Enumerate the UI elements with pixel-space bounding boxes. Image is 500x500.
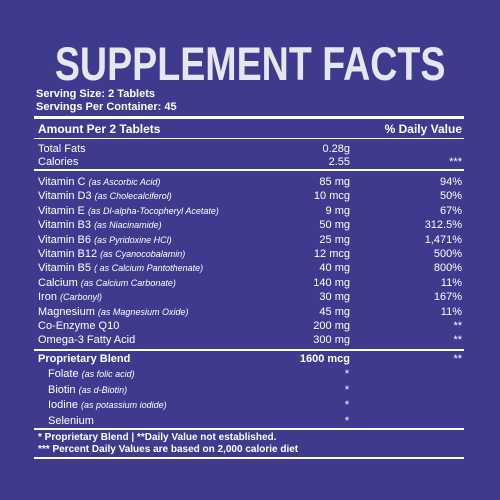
title: SUPPLEMENT FACTS [54,37,446,90]
amount: 2.55 [328,156,350,168]
row-name: Co-Enzyme Q10 [38,320,119,333]
nutrient-name: Proprietary Blend [38,353,131,365]
amount: 12 mcg [313,248,350,260]
nutrient-name: Biotin [48,383,76,396]
amount: 25 mg [319,233,350,246]
nutrient-note: (as Magnesium Oxide) [97,306,189,317]
nutrient-note: (as d-Biotin) [78,384,128,395]
row-name: Calcium (as Calcium Carbonate) [38,277,176,290]
amount: * [344,368,350,380]
amount: * [344,383,350,396]
daily-value: 11% [440,305,462,318]
nutrient-name: Calcium [38,276,78,289]
daily-value: 11% [440,276,462,289]
amount: 30 mg [319,291,350,304]
footnote: *** Percent Daily Values are based on 2,… [38,444,299,455]
row-name: Proprietary Blend [38,353,130,366]
daily-value: 94% [439,176,462,188]
nutrient-note: (as Calcium Carbonate) [80,277,176,288]
nutrient-name: Total Fats [38,143,86,155]
nutrient-name: Vitamin C [38,176,86,188]
nutrient-note: (as potassium iodide) [81,400,167,410]
nutrient-name: Calories [38,156,79,168]
nutrient-note: (as folic acid) [81,369,135,379]
nutrient-name: Vitamin B3 [38,219,91,232]
row-name: Vitamin B5 ( as Calcium Pantothenate) [38,262,203,275]
row-name: Iodine (as potassium iodide) [48,399,167,412]
row-name: Vitamin B6 (as Pyridoxine HCl) [38,234,172,247]
row-name: Omega-3 Fatty Acid [38,334,135,347]
nutrient-note: (as Cyanocobalamin) [100,249,186,259]
header-amount: Amount Per 2 Tablets [38,122,161,136]
amount: 300 mg [313,334,350,347]
nutrient-name: Vitamin B12 [38,248,98,260]
nutrient-name: Vitamin E [38,204,85,217]
nutrient-note: (as Cholecalciferol) [94,191,172,202]
amount: 9 mg [325,204,350,217]
rule [34,457,464,459]
header-dv: % Daily Value [384,122,462,136]
rule [34,138,464,139]
footnote: * Proprietary Blend | **Daily Value not … [38,432,277,443]
amount: 140 mg [313,276,350,289]
amount: 45 mg [319,305,350,318]
daily-value: ** [453,353,462,365]
nutrient-note: (as Ascorbic Acid) [88,177,161,187]
row-name: Selenium [48,415,94,428]
title-box: SUPPLEMENT FACTS [0,38,500,90]
amount: 10 mcg [313,190,350,203]
nutrient-note: (as Dl-alpha-Tocopheryl Acetate) [87,205,219,216]
serving-size: Serving Size: 2 Tablets [36,88,156,100]
nutrient-note: (as Niacinamide) [94,220,162,231]
row-name: Calories [38,156,78,169]
row-name: Vitamin E (as Dl-alpha-Tocopheryl Acetat… [38,205,219,218]
amount: 40 mg [319,262,350,275]
amount: * [344,414,350,427]
daily-value: ** [453,334,462,347]
nutrient-note: ( as Calcium Pantothenate) [94,263,204,274]
amount: * [344,399,350,411]
row-name: Vitamin C (as Ascorbic Acid) [38,176,160,189]
rule [34,428,464,430]
amount: 85 mg [319,176,350,188]
rule [34,169,464,171]
nutrient-name: Iron [38,291,57,304]
daily-value: 800% [433,262,462,275]
nutrient-name: Folate [48,368,79,380]
daily-value: 167% [433,291,462,304]
nutrient-name: Magnesium [38,305,95,318]
amount: 1600 mcg [299,353,350,365]
daily-value: 312.5% [424,219,462,232]
daily-value: 1,471% [424,233,462,246]
row-name: Vitamin B3 (as Niacinamide) [38,219,162,232]
rule [34,116,464,119]
nutrient-note: (as Pyridoxine HCl) [94,234,172,245]
daily-value: 500% [433,248,462,260]
nutrient-name: Omega-3 Fatty Acid [38,334,136,347]
row-name: Magnesium (as Magnesium Oxide) [38,306,188,319]
nutrient-name: Iodine [48,399,78,411]
daily-value: 50% [439,190,462,203]
daily-value: 67% [439,204,462,217]
nutrient-name: Vitamin D3 [38,190,92,203]
nutrient-note: (Carbonyl) [60,292,103,303]
row-name: Vitamin D3 (as Cholecalciferol) [38,190,172,203]
row-name: Vitamin B12 (as Cyanocobalamin) [38,248,185,261]
rule [34,349,464,351]
nutrient-name: Vitamin B6 [38,233,91,246]
daily-value: ** [453,320,462,332]
servings-per-container: Servings Per Container: 45 [36,101,177,113]
row-name: Iron (Carbonyl) [38,291,102,304]
nutrient-name: Selenium [48,414,94,427]
nutrient-name: Vitamin B5 [38,262,91,275]
daily-value: *** [449,156,462,168]
row-name: Biotin (as d-Biotin) [48,384,127,397]
amount: 0.28g [322,143,350,155]
row-name: Folate (as folic acid) [48,368,135,381]
amount: 200 mg [313,320,350,332]
amount: 50 mg [319,219,350,232]
nutrient-name: Co-Enzyme Q10 [38,320,120,332]
row-name: Total Fats [38,143,86,156]
